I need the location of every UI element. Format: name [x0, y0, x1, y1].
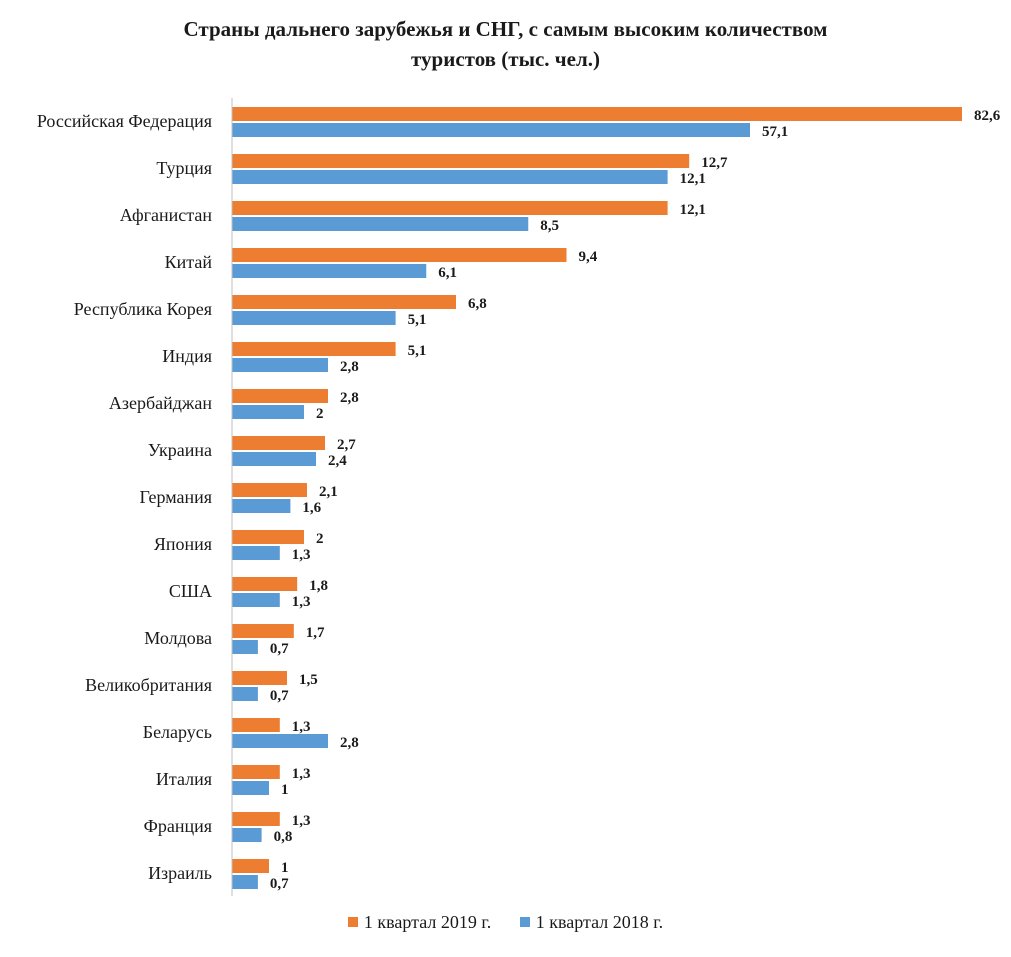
- bar-2018: [232, 828, 262, 842]
- category-label: Великобритания: [85, 675, 212, 695]
- data-label-2019: 1,7: [306, 625, 325, 641]
- category-label: Италия: [156, 769, 212, 789]
- category-label: Российская Федерация: [37, 111, 212, 131]
- data-label-2019: 12,7: [701, 155, 728, 171]
- bar-2019: [232, 859, 269, 873]
- data-label-2019: 1,5: [299, 672, 318, 688]
- bar-2019: [232, 436, 325, 450]
- bar-2019: [232, 671, 287, 685]
- data-label-2019: 9,4: [579, 249, 598, 265]
- bar-2018: [232, 781, 269, 795]
- bar-2019: [232, 483, 307, 497]
- data-label-2019: 1,3: [292, 766, 311, 782]
- category-label: Франция: [144, 816, 212, 836]
- legend-label-2018: 1 квартал 2018 г.: [535, 912, 664, 932]
- bar-2019: [232, 624, 294, 638]
- data-label-2018: 2: [316, 406, 324, 422]
- bar-2019: [232, 530, 304, 544]
- data-label-2019: 2,1: [319, 484, 338, 500]
- category-label: США: [169, 581, 212, 601]
- data-label-2018: 2,8: [340, 359, 359, 375]
- data-label-2018: 0,8: [274, 829, 293, 845]
- data-label-2019: 82,6: [974, 108, 1001, 124]
- bar-2018: [232, 311, 396, 325]
- data-label-2018: 57,1: [762, 124, 788, 140]
- category-label: Республика Корея: [74, 299, 212, 319]
- bar-2018: [232, 499, 291, 513]
- category-label: Украина: [148, 440, 212, 460]
- bar-2018: [232, 593, 280, 607]
- data-label-2019: 2,8: [340, 390, 359, 406]
- category-label: Афганистан: [120, 205, 213, 225]
- legend: 1 квартал 2019 г. 1 квартал 2018 г.: [0, 912, 1011, 933]
- chart-title: Страны дальнего зарубежья и СНГ, с самым…: [0, 14, 1011, 74]
- data-label-2019: 6,8: [468, 296, 487, 312]
- category-label: Израиль: [148, 863, 212, 883]
- data-label-2018: 1,3: [292, 547, 311, 563]
- data-label-2018: 0,7: [270, 641, 289, 657]
- category-label: Беларусь: [143, 722, 212, 742]
- data-label-2018: 1,3: [292, 594, 311, 610]
- bar-2019: [232, 765, 280, 779]
- category-label: Индия: [162, 346, 212, 366]
- bar-2019: [232, 107, 962, 121]
- category-label: Япония: [154, 534, 212, 554]
- bar-2018: [232, 452, 316, 466]
- chart-title-line-1: Страны дальнего зарубежья и СНГ, с самым…: [183, 17, 828, 41]
- bar-2018: [232, 264, 427, 278]
- bar-2018: [232, 358, 328, 372]
- data-label-2018: 12,1: [680, 171, 706, 187]
- category-label: Турция: [156, 158, 212, 178]
- data-label-2019: 5,1: [408, 343, 427, 359]
- data-label-2018: 8,5: [540, 218, 559, 234]
- bar-2019: [232, 154, 690, 168]
- bar-2018: [232, 734, 328, 748]
- bar-2019: [232, 295, 456, 309]
- bar-2019: [232, 577, 298, 591]
- data-label-2019: 1,3: [292, 813, 311, 829]
- data-label-2019: 1,3: [292, 719, 311, 735]
- bar-2018: [232, 546, 280, 560]
- data-label-2018: 2,4: [328, 453, 347, 469]
- data-label-2019: 12,1: [680, 202, 706, 218]
- bar-2018: [232, 170, 668, 184]
- bar-2019: [232, 201, 668, 215]
- data-label-2018: 1,6: [302, 500, 321, 516]
- data-label-2018: 2,8: [340, 735, 359, 751]
- legend-item-2018: 1 квартал 2018 г.: [519, 912, 664, 933]
- bar-2018: [232, 640, 258, 654]
- data-label-2018: 5,1: [408, 312, 427, 328]
- data-label-2018: 0,7: [270, 876, 289, 892]
- data-label-2019: 2,7: [337, 437, 356, 453]
- legend-label-2019: 1 квартал 2019 г.: [363, 912, 492, 932]
- bar-2019: [232, 248, 567, 262]
- bar-2018: [232, 687, 258, 701]
- bar-2018: [232, 875, 258, 889]
- data-label-2019: 1,8: [309, 578, 328, 594]
- data-label-2018: 0,7: [270, 688, 289, 704]
- legend-swatch-2018: [519, 917, 530, 927]
- chart-title-line-2: туристов (тыс. чел.): [411, 47, 600, 71]
- bar-2018: [232, 405, 304, 419]
- bar-2018: [232, 123, 750, 137]
- bar-2019: [232, 812, 280, 826]
- category-label: Германия: [139, 487, 212, 507]
- bar-2019: [232, 342, 396, 356]
- category-label: Азербайджан: [109, 393, 212, 413]
- bar-2019: [232, 389, 328, 403]
- category-label: Молдова: [144, 628, 212, 648]
- category-label: Китай: [165, 252, 213, 272]
- data-label-2019: 1: [281, 860, 289, 876]
- legend-swatch-2019: [347, 917, 358, 927]
- bar-2018: [232, 217, 529, 231]
- bar-2019: [232, 718, 280, 732]
- data-label-2018: 1: [281, 782, 289, 798]
- legend-item-2019: 1 квартал 2019 г.: [347, 912, 492, 933]
- data-label-2018: 6,1: [438, 265, 457, 281]
- data-label-2019: 2: [316, 531, 324, 547]
